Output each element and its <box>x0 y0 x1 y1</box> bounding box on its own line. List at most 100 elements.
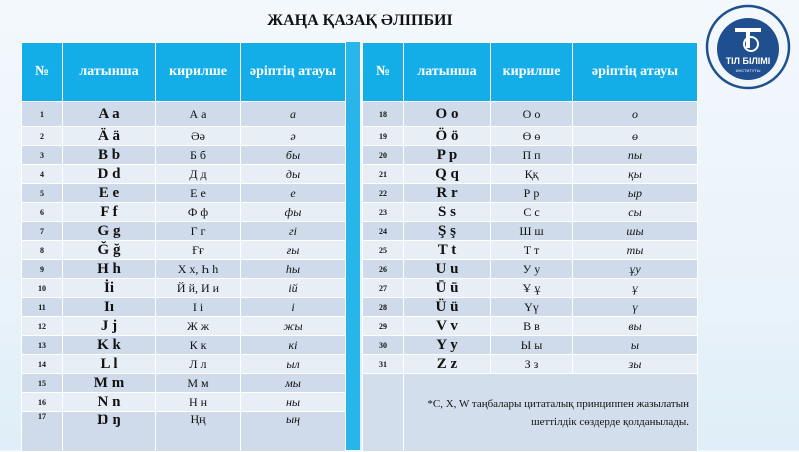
latin-letter: T t <box>403 240 491 260</box>
latin-letter: P p <box>403 145 491 165</box>
latin-letter: Ü ü <box>403 297 491 317</box>
cyrillic-letter: З з <box>490 354 573 374</box>
letter-name: ны <box>240 392 346 412</box>
row-number: 21 <box>362 164 404 184</box>
latin-letter: U u <box>403 259 491 279</box>
latin-letter: L l <box>62 354 156 374</box>
cyrillic-letter: Ө ө <box>490 126 573 146</box>
letter-name: ды <box>240 164 346 184</box>
letter-name: ыр <box>572 183 698 203</box>
table-row: 17 Ŋ ŋ Ңң ың <box>21 411 346 452</box>
letter-name: фы <box>240 202 346 222</box>
cyrillic-letter: Ңң <box>155 411 241 452</box>
cyrillic-letter: Ф ф <box>155 202 241 222</box>
cyrillic-letter: Ққ <box>490 164 573 184</box>
letter-name: зы <box>572 354 698 374</box>
cyrillic-letter: Н н <box>155 392 241 412</box>
row-number: 15 <box>21 373 63 393</box>
row-number: 12 <box>21 316 63 336</box>
row-number: 5 <box>21 183 63 203</box>
cyrillic-letter: Ж ж <box>155 316 241 336</box>
header-cyrillic: кирилше <box>490 42 573 102</box>
row-number: 24 <box>362 221 404 241</box>
row-number: 25 <box>362 240 404 260</box>
latin-letter: B b <box>62 145 156 165</box>
cyrillic-letter: Ы ы <box>490 335 573 355</box>
latin-letter: M m <box>62 373 156 393</box>
row-number: 1 <box>21 101 63 127</box>
letter-name: ұу <box>572 259 698 279</box>
header-number: № <box>362 42 404 102</box>
cyrillic-letter: У у <box>490 259 573 279</box>
latin-letter: O o <box>403 101 491 127</box>
letter-name: ыл <box>240 354 346 374</box>
row-number: 16 <box>21 392 63 412</box>
header-latin: латынша <box>62 42 156 102</box>
table-row: 21 Q q Ққ қы <box>362 164 698 184</box>
row-number: 2 <box>21 126 63 146</box>
row-number: 30 <box>362 335 404 355</box>
row-number: 29 <box>362 316 404 336</box>
row-number: 4 <box>21 164 63 184</box>
letter-name: ү <box>572 297 698 317</box>
row-number: 20 <box>362 145 404 165</box>
cyrillic-letter: Р р <box>490 183 573 203</box>
header-row: № латынша кирилше әріптің атауы <box>362 42 698 102</box>
row-number: 27 <box>362 278 404 298</box>
latin-letter: Ö ö <box>403 126 491 146</box>
latin-letter: Q q <box>403 164 491 184</box>
cyrillic-letter: П п <box>490 145 573 165</box>
letter-name: ій <box>240 278 346 298</box>
latin-letter: J j <box>62 316 156 336</box>
header-number: № <box>21 42 63 102</box>
latin-letter: F f <box>62 202 156 222</box>
cyrillic-letter: К к <box>155 335 241 355</box>
letter-name: ұ <box>572 278 698 298</box>
cyrillic-letter: Д д <box>155 164 241 184</box>
logo-sub-text: ИНСТИТУТЫ <box>736 68 761 73</box>
latin-letter: H h <box>62 259 156 279</box>
row-number: 11 <box>21 297 63 317</box>
letter-name: о <box>572 101 698 127</box>
letter-name: ө <box>572 126 698 146</box>
note-row: *C, X, W таңбалары цитаталық принциппен … <box>362 373 698 452</box>
row-number: 9 <box>21 259 63 279</box>
latin-letter: Ş ş <box>403 221 491 241</box>
cyrillic-letter: Е е <box>155 183 241 203</box>
letter-name: ың <box>240 411 346 452</box>
row-number: 3 <box>21 145 63 165</box>
cyrillic-letter: І і <box>155 297 241 317</box>
letter-name: сы <box>572 202 698 222</box>
latin-letter: Y y <box>403 335 491 355</box>
logo-main-text: ТІЛ БІЛІМІ <box>726 56 771 66</box>
cyrillic-letter: Т т <box>490 240 573 260</box>
row-number: 26 <box>362 259 404 279</box>
table-row: 10 İi Й й, И и ій <box>21 278 346 298</box>
latin-letter: Ä ä <box>62 126 156 146</box>
cyrillic-letter: С с <box>490 202 573 222</box>
table-row: 28 Ü ü Үү ү <box>362 297 698 317</box>
letter-name: ы <box>572 335 698 355</box>
latin-letter: R r <box>403 183 491 203</box>
latin-letter: Ŋ ŋ <box>62 411 156 452</box>
cyrillic-letter: Ғғ <box>155 240 241 260</box>
cyrillic-letter: Б б <box>155 145 241 165</box>
header-row: № латынша кирилше әріптің атауы <box>21 42 346 102</box>
cyrillic-letter: Г г <box>155 221 241 241</box>
cyrillic-letter: О о <box>490 101 573 127</box>
